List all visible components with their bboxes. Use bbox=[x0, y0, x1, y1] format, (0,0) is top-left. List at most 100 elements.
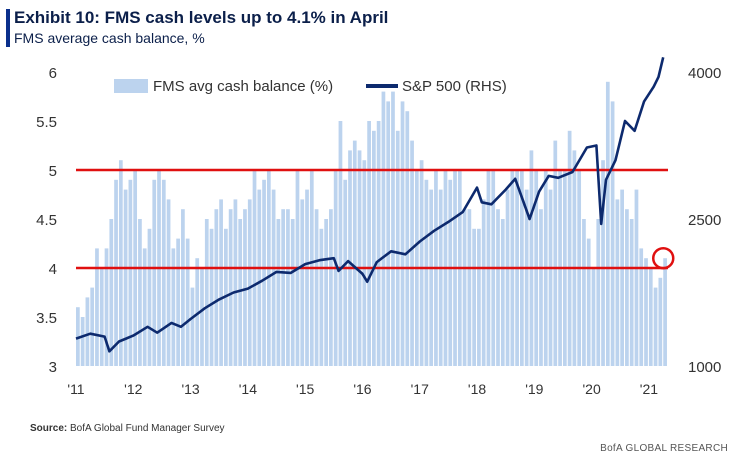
cash-bar bbox=[496, 209, 500, 366]
cash-bar bbox=[147, 228, 152, 366]
cash-bar bbox=[195, 258, 200, 366]
x-tick-label: '17 bbox=[411, 381, 429, 397]
title-accent-bar bbox=[6, 9, 10, 47]
cash-bar bbox=[419, 160, 424, 366]
cash-bar bbox=[424, 179, 429, 366]
brand-footer: BofA GLOBAL RESEARCH bbox=[600, 443, 728, 454]
april-highlight-circle bbox=[651, 246, 675, 270]
cash-bar bbox=[209, 228, 214, 366]
sp500-line bbox=[75, 56, 665, 353]
cash-bar bbox=[324, 219, 328, 366]
y-left-tick-label: 5.5 bbox=[36, 114, 57, 131]
cash-bar bbox=[472, 228, 476, 366]
y-left-tick-label: 3 bbox=[49, 359, 57, 376]
cash-bar bbox=[166, 199, 171, 366]
cash-bar bbox=[319, 228, 324, 366]
cash-bar bbox=[271, 189, 276, 366]
cash-bar bbox=[257, 189, 262, 366]
y-right-tick-label: 1000 bbox=[688, 359, 721, 376]
x-tick-label: '14 bbox=[239, 381, 257, 397]
cash-bar bbox=[658, 277, 663, 366]
cash-bar bbox=[391, 91, 395, 366]
cash-bar bbox=[286, 209, 290, 366]
exhibit-subtitle: FMS average cash balance, % bbox=[14, 30, 205, 46]
x-tick-label: '11 bbox=[67, 381, 84, 397]
source-label: Source: bbox=[30, 423, 68, 434]
cash-bar bbox=[610, 101, 615, 367]
cash-bar bbox=[357, 150, 362, 366]
cash-bar bbox=[262, 179, 266, 366]
x-tick-label: '20 bbox=[583, 381, 601, 397]
cash-bar bbox=[524, 189, 529, 366]
cash-bar bbox=[634, 189, 639, 366]
cash-bar bbox=[386, 101, 391, 367]
source-note: Source: BofA Global Fund Manager Survey bbox=[30, 423, 225, 434]
cash-bar bbox=[123, 189, 128, 366]
cash-bar bbox=[376, 121, 381, 366]
x-tick-label: '16 bbox=[353, 381, 371, 397]
cash-bar bbox=[80, 317, 85, 366]
x-tick-label: '19 bbox=[525, 381, 543, 397]
y-right-tick-label: 4000 bbox=[688, 65, 721, 82]
cash-bar bbox=[152, 179, 157, 366]
cash-bar bbox=[477, 228, 481, 366]
cash-bar bbox=[582, 219, 586, 366]
cash-bar bbox=[572, 150, 577, 366]
cash-bar bbox=[539, 209, 543, 366]
cash-bar bbox=[138, 219, 142, 366]
cash-bar bbox=[104, 248, 109, 366]
cash-bar bbox=[410, 140, 414, 366]
cash-bar bbox=[142, 248, 147, 366]
cash-bar bbox=[362, 160, 367, 366]
x-tick-label: '21 bbox=[640, 381, 658, 397]
cash-bar bbox=[653, 287, 658, 366]
cash-bar bbox=[505, 189, 510, 366]
cash-bar bbox=[228, 209, 233, 366]
y-left-tick-label: 5 bbox=[49, 163, 57, 180]
cash-bar bbox=[338, 121, 343, 366]
cash-bar bbox=[243, 209, 247, 366]
cash-bar bbox=[161, 179, 166, 366]
cash-bar bbox=[548, 189, 553, 366]
cash-bar bbox=[171, 248, 176, 366]
cash-bar bbox=[629, 219, 634, 366]
cash-bar bbox=[553, 140, 558, 366]
y-left-tick-label: 4 bbox=[49, 261, 57, 278]
legend-bar-swatch bbox=[114, 79, 148, 93]
legend-line-label: S&P 500 (RHS) bbox=[402, 78, 507, 95]
cash-bar bbox=[348, 150, 352, 366]
cash-bar bbox=[181, 209, 185, 366]
cash-bar bbox=[615, 199, 620, 366]
cash-bar bbox=[290, 219, 295, 366]
x-tick-label: '12 bbox=[124, 381, 142, 397]
cash-bar bbox=[639, 248, 644, 366]
cash-bar bbox=[185, 238, 190, 366]
cash-bar bbox=[620, 189, 624, 366]
cash-bar bbox=[448, 179, 453, 366]
cash-bar bbox=[367, 121, 371, 366]
cash-bar bbox=[591, 268, 596, 366]
cash-bar bbox=[381, 91, 386, 366]
cash-bar bbox=[438, 189, 443, 366]
cash-bar bbox=[395, 130, 400, 366]
cash-bar bbox=[247, 199, 252, 366]
cash-bar bbox=[329, 209, 333, 366]
exhibit-title: Exhibit 10: FMS cash levels up to 4.1% i… bbox=[14, 8, 389, 27]
cash-bar bbox=[214, 209, 219, 366]
cash-bar bbox=[644, 258, 648, 366]
y-right-tick-label: 2500 bbox=[688, 212, 721, 229]
y-left-tick-label: 4.5 bbox=[36, 212, 57, 229]
x-tick-label: '15 bbox=[296, 381, 314, 397]
cash-bar bbox=[238, 219, 243, 366]
cash-bar bbox=[233, 199, 238, 366]
cash-bar bbox=[204, 219, 209, 366]
x-tick-label: '18 bbox=[468, 381, 486, 397]
y-left-tick-label: 6 bbox=[49, 65, 57, 82]
cash-bar bbox=[481, 199, 486, 366]
cash-bar bbox=[663, 258, 667, 366]
source-text: BofA Global Fund Manager Survey bbox=[70, 423, 225, 434]
cash-bar bbox=[467, 209, 472, 366]
cash-bar bbox=[281, 209, 286, 366]
cash-bar bbox=[109, 219, 114, 366]
